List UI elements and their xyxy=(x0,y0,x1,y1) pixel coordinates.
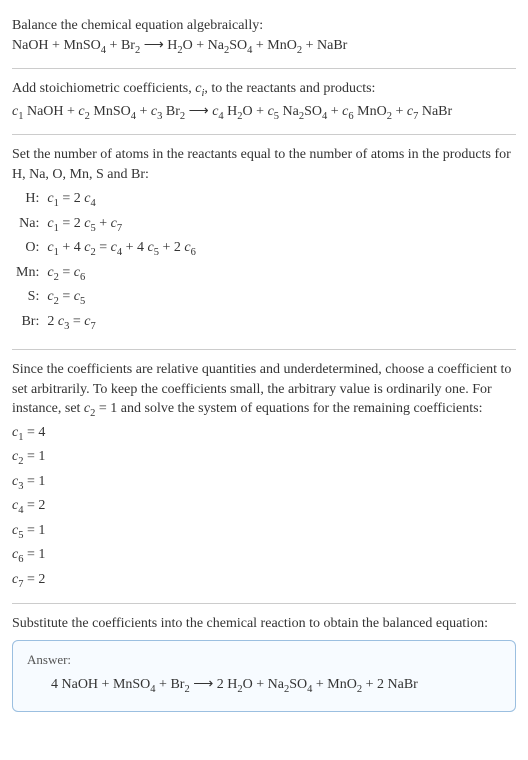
text: + xyxy=(392,104,407,119)
table-row: Na: c1 = 2 c5 + c7 xyxy=(12,213,200,237)
element-label: O: xyxy=(12,237,43,261)
reaction-text: NaOH + MnSO xyxy=(12,38,101,53)
coefficient-list: c1 = 4 c2 = 1 c3 = 1 c4 = 2 c5 = 1 c6 = … xyxy=(12,422,516,593)
text: Add stoichiometric coefficients, xyxy=(12,81,195,96)
text: + xyxy=(136,104,151,119)
equation: 2 c3 = c7 xyxy=(43,311,199,335)
text: MnSO xyxy=(90,104,131,119)
coef-row: c7 = 2 xyxy=(12,569,516,593)
answer-box: Answer: 4 NaOH + MnSO4 + Br2 ⟶ 2 H2O + N… xyxy=(12,640,516,713)
equation: c1 = 2 c4 xyxy=(43,188,199,212)
element-label: Na: xyxy=(12,213,43,237)
element-label: H: xyxy=(12,188,43,212)
text: , to the reactants and products: xyxy=(204,81,375,96)
element-label: Br: xyxy=(12,311,43,335)
stoich-reaction: c1 NaOH + c2 MnSO4 + c3 Br2 ⟶ c4 H2O + c… xyxy=(12,102,516,124)
divider xyxy=(12,603,516,604)
text: O + xyxy=(243,104,268,119)
text: + xyxy=(327,104,342,119)
table-row: Mn: c2 = c6 xyxy=(12,262,200,286)
intro-line: Balance the chemical equation algebraica… xyxy=(12,16,516,36)
divider xyxy=(12,68,516,69)
reaction-text: + Br xyxy=(106,38,135,53)
final-text: Substitute the coefficients into the che… xyxy=(12,614,516,634)
text: SO xyxy=(304,104,322,119)
coef-row: c4 = 2 xyxy=(12,495,516,519)
text: Br xyxy=(162,104,180,119)
coef-row: c1 = 4 xyxy=(12,422,516,446)
atom-balance-table: H: c1 = 2 c4 Na: c1 = 2 c5 + c7 O: c1 + … xyxy=(12,188,200,335)
solve-section: Since the coefficients are relative quan… xyxy=(12,354,516,599)
reaction-text: O + Na xyxy=(183,38,224,53)
equation: c2 = c6 xyxy=(43,262,199,286)
equation: c1 + 4 c2 = c4 + 4 c5 + 2 c6 xyxy=(43,237,199,261)
arrow: ⟶ xyxy=(185,104,212,119)
table-row: O: c1 + 4 c2 = c4 + 4 c5 + 2 c6 xyxy=(12,237,200,261)
table-row: H: c1 = 2 c4 xyxy=(12,188,200,212)
atoms-section: Set the number of atoms in the reactants… xyxy=(12,139,516,345)
text: H xyxy=(224,104,238,119)
text: MnO xyxy=(354,104,387,119)
coef-row: c2 = 1 xyxy=(12,446,516,470)
reaction-text: + NaBr xyxy=(302,38,347,53)
stoich-section: Add stoichiometric coefficients, ci, to … xyxy=(12,73,516,130)
reaction-text: + MnO xyxy=(252,38,296,53)
coef-row: c6 = 1 xyxy=(12,544,516,568)
intro-section: Balance the chemical equation algebraica… xyxy=(12,10,516,64)
text: NaBr xyxy=(418,104,452,119)
answer-label: Answer: xyxy=(27,651,501,669)
divider xyxy=(12,134,516,135)
atoms-text: Set the number of atoms in the reactants… xyxy=(12,145,516,184)
divider xyxy=(12,349,516,350)
text: Na xyxy=(279,104,299,119)
equation: c2 = c5 xyxy=(43,286,199,310)
reaction-text: ⟶ H xyxy=(140,38,177,53)
equation: c1 = 2 c5 + c7 xyxy=(43,213,199,237)
table-row: Br: 2 c3 = c7 xyxy=(12,311,200,335)
coef-row: c5 = 1 xyxy=(12,520,516,544)
reaction-text: SO xyxy=(229,38,247,53)
final-section: Substitute the coefficients into the che… xyxy=(12,608,516,718)
intro-reaction: NaOH + MnSO4 + Br2 ⟶ H2O + Na2SO4 + MnO2… xyxy=(12,36,516,58)
element-label: Mn: xyxy=(12,262,43,286)
coef-row: c3 = 1 xyxy=(12,471,516,495)
balanced-equation: 4 NaOH + MnSO4 + Br2 ⟶ 2 H2O + Na2SO4 + … xyxy=(27,675,501,697)
table-row: S: c2 = c5 xyxy=(12,286,200,310)
text: NaOH + xyxy=(23,104,78,119)
element-label: S: xyxy=(12,286,43,310)
solve-text: Since the coefficients are relative quan… xyxy=(12,360,516,422)
stoich-text: Add stoichiometric coefficients, ci, to … xyxy=(12,79,516,101)
